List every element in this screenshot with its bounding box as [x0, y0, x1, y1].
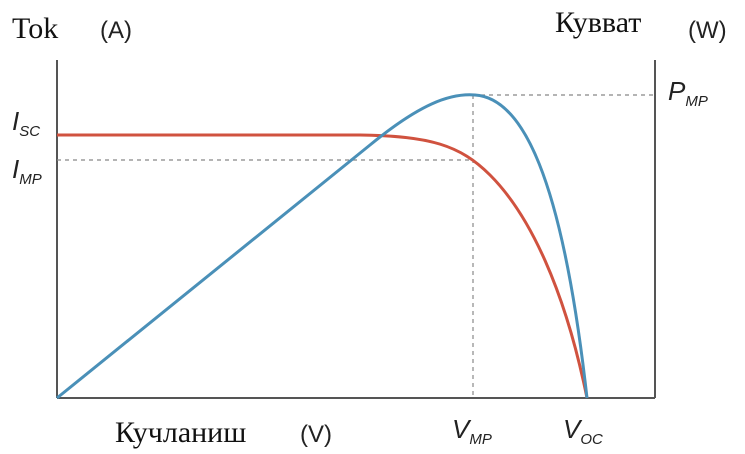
imp-sub: MP [19, 171, 42, 188]
pmp-main: P [668, 76, 686, 106]
pmp-sub: MP [685, 93, 708, 110]
vmp-sub: MP [469, 431, 492, 448]
bottom-axis-title: Кучланиш [115, 416, 246, 449]
left-axis-title: Tok [12, 12, 58, 45]
voc-sub: OC [580, 431, 603, 448]
imp-label: IMP [12, 154, 42, 188]
isc-label: ISC [12, 106, 40, 140]
imp-main: I [12, 154, 19, 184]
isc-sub: SC [19, 123, 40, 140]
vmp-main: V [452, 414, 472, 444]
power-curve [56, 93, 589, 400]
vmp-label: VMP [452, 414, 492, 448]
right-axis-title: Кувват [555, 6, 641, 39]
voc-label: VOC [563, 414, 603, 448]
right-axis-unit: (W) [688, 17, 727, 44]
bottom-axis-unit: (V) [300, 421, 332, 448]
pmp-label: PMP [668, 76, 708, 110]
current-curve [57, 133, 589, 399]
left-axis-unit: (A) [100, 17, 132, 44]
voc-main: V [563, 414, 583, 444]
isc-main: I [12, 106, 19, 136]
